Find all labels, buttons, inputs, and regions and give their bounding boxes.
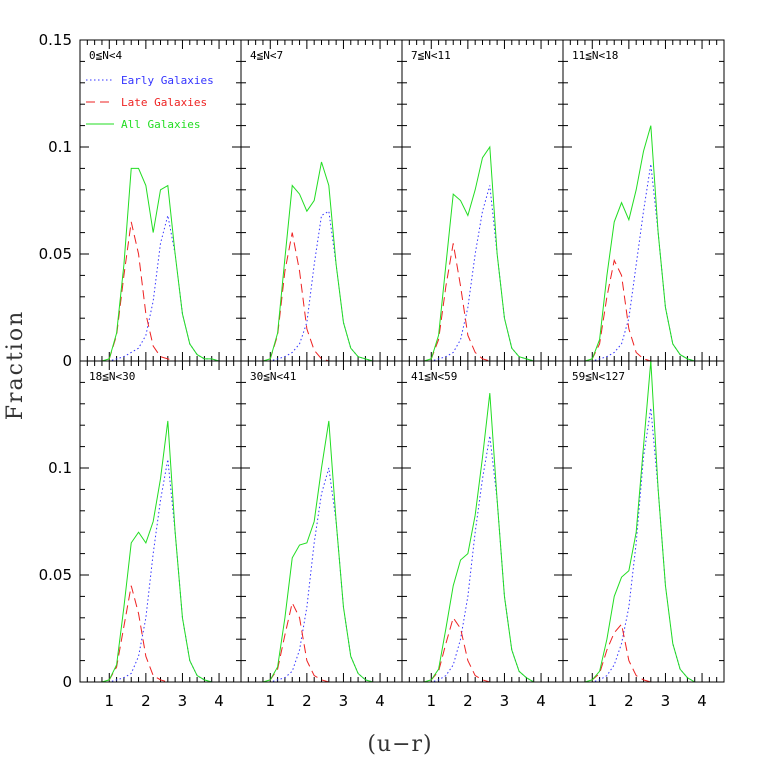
panel-label: 7≦N<11 (411, 49, 451, 62)
series-line-early-galaxies (241, 210, 402, 361)
series-line-late-galaxies (402, 616, 563, 682)
series-line-late-galaxies (563, 623, 724, 682)
series-line-early-galaxies (80, 215, 241, 361)
x-tick-label: 4 (697, 692, 707, 710)
panel-ticks (79, 39, 242, 362)
panel-series (241, 420, 402, 682)
x-tick-label: 3 (178, 692, 188, 710)
panel-frame (401, 360, 564, 683)
y-tick-label: 0.1 (48, 138, 72, 156)
panel-ticks (79, 360, 242, 683)
panel-frame (79, 360, 242, 683)
panel-frame (562, 360, 725, 683)
panel-3: 7≦N<11 (401, 39, 564, 362)
series-line-early-galaxies (563, 164, 724, 361)
x-tick-label: 4 (536, 692, 546, 710)
series-line-early-galaxies (402, 185, 563, 361)
panel-frame (79, 39, 242, 362)
panel-frame (240, 360, 403, 683)
series-line-early-galaxies (563, 408, 724, 682)
legend-entry: Early Galaxies (121, 74, 214, 87)
panel-ticks (401, 360, 564, 683)
series-line-late-galaxies (80, 585, 241, 682)
legend-entry: Late Galaxies (121, 96, 207, 109)
panel-series (563, 361, 724, 682)
panel-label: 0≦N<4 (89, 49, 122, 62)
panel-label: 18≦N<30 (89, 370, 135, 383)
panel-frame (240, 39, 403, 362)
x-tick-label: 1 (265, 692, 275, 710)
panel-label: 41≦N<59 (411, 370, 457, 383)
series-line-early-galaxies (80, 459, 241, 682)
x-tick-label: 3 (500, 692, 510, 710)
x-tick-label: 4 (214, 692, 224, 710)
series-line-late-galaxies (80, 221, 241, 361)
series-line-all-galaxies (241, 420, 402, 682)
panel-series (80, 420, 241, 682)
series-line-all-galaxies (563, 125, 724, 361)
series-line-late-galaxies (563, 258, 724, 361)
legend: Early Galaxies Late Galaxies All Galaxies (86, 74, 214, 131)
panel-ticks (562, 39, 725, 362)
x-axis-title: (u−r) (367, 732, 432, 757)
panel-4: 11≦N<18 (562, 39, 725, 362)
x-tick-label: 3 (661, 692, 671, 710)
panel-label: 4≦N<7 (250, 49, 283, 62)
x-tick-label: 2 (141, 692, 151, 710)
x-tick-label: 2 (463, 692, 473, 710)
panel-2: 4≦N<7 (240, 39, 403, 362)
y-tick-label: 0.1 (48, 459, 72, 477)
y-axis-title: Fraction (3, 310, 28, 421)
x-tick-label: 1 (587, 692, 597, 710)
panel-ticks (401, 39, 564, 362)
panel-ticks (562, 360, 725, 683)
panel-ticks (240, 360, 403, 683)
series-line-all-galaxies (402, 145, 563, 361)
panel-label: 30≦N<41 (250, 370, 296, 383)
y-tick-label: 0.05 (39, 245, 72, 263)
panel-series (402, 393, 563, 682)
panel-label: 59≦N<127 (572, 370, 625, 383)
panel-frame (562, 39, 725, 362)
series-line-all-galaxies (241, 161, 402, 361)
x-tick-label: 4 (375, 692, 385, 710)
axis-tick-labels: 0 0.05 0.1 0.15 0 0.05 0.1 1 2 3 4 1 2 3 4 1 2 3 4 1 2 3 4 (39, 31, 707, 710)
series-line-all-galaxies (80, 420, 241, 682)
panel-1: 0≦N<4 Early Galaxies Late Galaxies All Gala… (79, 39, 242, 362)
panel-6: 30≦N<41 (240, 360, 403, 683)
y-tick-label: 0.15 (39, 31, 72, 49)
series-line-all-galaxies (80, 167, 241, 361)
panel-grid: 0≦N<4 Early Galaxies Late Galaxies All Gala… (79, 39, 725, 683)
panel-frame (401, 39, 564, 362)
series-line-all-galaxies (563, 361, 724, 682)
panel-5: 18≦N<30 (79, 360, 242, 683)
y-tick-label: 0 (62, 673, 72, 691)
x-tick-label: 3 (339, 692, 349, 710)
panel-8: 59≦N<127 (562, 360, 725, 683)
panel-label: 11≦N<18 (572, 49, 618, 62)
series-line-late-galaxies (241, 601, 402, 682)
panel-series (241, 161, 402, 361)
series-line-early-galaxies (402, 435, 563, 682)
series-line-late-galaxies (402, 243, 563, 361)
panel-series (80, 167, 241, 361)
y-tick-label: 0 (62, 352, 72, 370)
series-line-early-galaxies (241, 467, 402, 682)
x-tick-label: 1 (104, 692, 114, 710)
x-tick-label: 1 (426, 692, 436, 710)
x-tick-label: 2 (624, 692, 634, 710)
legend-entry: All Galaxies (121, 118, 200, 131)
y-tick-label: 0.05 (39, 566, 72, 584)
panel-7: 41≦N<59 (401, 360, 564, 683)
panel-ticks (240, 39, 403, 362)
x-tick-label: 2 (302, 692, 312, 710)
series-line-all-galaxies (402, 393, 563, 682)
panel-series (563, 125, 724, 361)
panel-series (402, 145, 563, 361)
series-line-late-galaxies (241, 232, 402, 361)
